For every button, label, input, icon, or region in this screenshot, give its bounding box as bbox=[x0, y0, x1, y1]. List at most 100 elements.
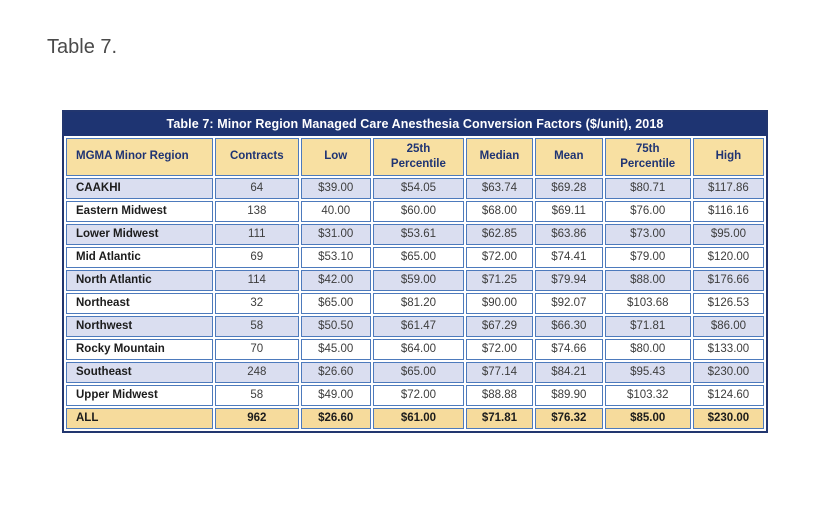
value-cell: 111 bbox=[215, 223, 299, 245]
value-cell: $90.00 bbox=[465, 292, 533, 314]
value-cell: 64 bbox=[215, 177, 299, 199]
column-header-high: High bbox=[692, 138, 764, 176]
value-cell: 69 bbox=[215, 246, 299, 268]
value-cell: 40.00 bbox=[300, 200, 371, 222]
value-cell: $60.00 bbox=[372, 200, 464, 222]
column-header-low: Low bbox=[300, 138, 371, 176]
table-row: Lower Midwest 111 $31.00 $53.61 $62.85 $63.86… bbox=[66, 223, 764, 245]
value-cell: $53.10 bbox=[300, 246, 371, 268]
value-cell: $71.25 bbox=[465, 269, 533, 291]
region-cell: Southeast bbox=[66, 361, 214, 383]
value-cell: $74.66 bbox=[534, 338, 603, 360]
value-cell: $53.61 bbox=[372, 223, 464, 245]
value-cell: 248 bbox=[215, 361, 299, 383]
value-cell: $54.05 bbox=[372, 177, 464, 199]
value-cell: $65.00 bbox=[300, 292, 371, 314]
region-cell: Rocky Mountain bbox=[66, 338, 214, 360]
value-cell: $81.20 bbox=[372, 292, 464, 314]
table-row: North Atlantic 114 $42.00 $59.00 $71.25 $79.9… bbox=[66, 269, 764, 291]
value-cell: $95.43 bbox=[604, 361, 691, 383]
table-row: CAAKHI 64 $39.00 $54.05 $63.74 $69.28 $80.71 $1… bbox=[66, 177, 764, 199]
value-cell: 58 bbox=[215, 315, 299, 337]
value-cell: $65.00 bbox=[372, 361, 464, 383]
value-cell: $126.53 bbox=[692, 292, 764, 314]
region-cell: North Atlantic bbox=[66, 269, 214, 291]
value-cell: $65.00 bbox=[372, 246, 464, 268]
header-row: MGMA Minor Region Contracts Low 25th Per… bbox=[66, 138, 764, 176]
page-heading: Table 7. bbox=[47, 36, 118, 58]
value-cell: $133.00 bbox=[692, 338, 764, 360]
value-cell: $72.00 bbox=[372, 384, 464, 406]
column-header-region: MGMA Minor Region bbox=[66, 138, 214, 176]
column-header-contracts: Contracts bbox=[215, 138, 299, 176]
table-row: Mid Atlantic 69 $53.10 $65.00 $72.00 $74.41 $7… bbox=[66, 246, 764, 268]
value-cell: $67.29 bbox=[465, 315, 533, 337]
value-cell: $26.60 bbox=[300, 361, 371, 383]
total-row: ALL 962 $26.60 $61.00 $71.81 $76.32 $85.00 $230… bbox=[66, 407, 764, 429]
region-cell: ALL bbox=[66, 407, 214, 429]
value-cell: 138 bbox=[215, 200, 299, 222]
value-cell: $230.00 bbox=[692, 407, 764, 429]
region-cell: CAAKHI bbox=[66, 177, 214, 199]
region-cell: Lower Midwest bbox=[66, 223, 214, 245]
value-cell: $73.00 bbox=[604, 223, 691, 245]
value-cell: $69.11 bbox=[534, 200, 603, 222]
value-cell: $68.00 bbox=[465, 200, 533, 222]
value-cell: $79.94 bbox=[534, 269, 603, 291]
value-cell: $86.00 bbox=[692, 315, 764, 337]
value-cell: $76.00 bbox=[604, 200, 691, 222]
table-footer: ALL 962 $26.60 $61.00 $71.81 $76.32 $85.00 $230… bbox=[66, 407, 764, 429]
value-cell: $230.00 bbox=[692, 361, 764, 383]
column-header-mean: Mean bbox=[534, 138, 603, 176]
value-cell: $95.00 bbox=[692, 223, 764, 245]
value-cell: $116.16 bbox=[692, 200, 764, 222]
value-cell: $50.50 bbox=[300, 315, 371, 337]
value-cell: $63.74 bbox=[465, 177, 533, 199]
value-cell: $124.60 bbox=[692, 384, 764, 406]
table-row: Upper Midwest 58 $49.00 $72.00 $88.88 $89.90 $… bbox=[66, 384, 764, 406]
region-cell: Upper Midwest bbox=[66, 384, 214, 406]
value-cell: $89.90 bbox=[534, 384, 603, 406]
value-cell: $61.47 bbox=[372, 315, 464, 337]
value-cell: $71.81 bbox=[465, 407, 533, 429]
value-cell: 962 bbox=[215, 407, 299, 429]
column-header-median: Median bbox=[465, 138, 533, 176]
value-cell: 58 bbox=[215, 384, 299, 406]
value-cell: $84.21 bbox=[534, 361, 603, 383]
value-cell: $92.07 bbox=[534, 292, 603, 314]
data-table: MGMA Minor Region Contracts Low 25th Per… bbox=[64, 136, 766, 431]
value-cell: $88.88 bbox=[465, 384, 533, 406]
value-cell: $80.71 bbox=[604, 177, 691, 199]
table-row: Northwest 58 $50.50 $61.47 $67.29 $66.30 $71.8… bbox=[66, 315, 764, 337]
value-cell: $66.30 bbox=[534, 315, 603, 337]
table-body: CAAKHI 64 $39.00 $54.05 $63.74 $69.28 $80.71 $1… bbox=[66, 177, 764, 406]
table-row: Rocky Mountain 70 $45.00 $64.00 $72.00 $74.66… bbox=[66, 338, 764, 360]
region-cell: Eastern Midwest bbox=[66, 200, 214, 222]
table-header: MGMA Minor Region Contracts Low 25th Per… bbox=[66, 138, 764, 176]
value-cell: $26.60 bbox=[300, 407, 371, 429]
column-header-25th-percentile: 25th Percentile bbox=[372, 138, 464, 176]
value-cell: $62.85 bbox=[465, 223, 533, 245]
value-cell: $42.00 bbox=[300, 269, 371, 291]
value-cell: $85.00 bbox=[604, 407, 691, 429]
value-cell: $71.81 bbox=[604, 315, 691, 337]
region-cell: Mid Atlantic bbox=[66, 246, 214, 268]
value-cell: $117.86 bbox=[692, 177, 764, 199]
value-cell: $64.00 bbox=[372, 338, 464, 360]
value-cell: $49.00 bbox=[300, 384, 371, 406]
table-row: Eastern Midwest 138 40.00 $60.00 $68.00 $69.1… bbox=[66, 200, 764, 222]
value-cell: $79.00 bbox=[604, 246, 691, 268]
value-cell: $31.00 bbox=[300, 223, 371, 245]
value-cell: $88.00 bbox=[604, 269, 691, 291]
region-cell: Northeast bbox=[66, 292, 214, 314]
value-cell: $103.32 bbox=[604, 384, 691, 406]
column-header-75th-percentile: 75th Percentile bbox=[604, 138, 691, 176]
table-row: Northeast 32 $65.00 $81.20 $90.00 $92.07 $103.… bbox=[66, 292, 764, 314]
table-title: Table 7: Minor Region Managed Care Anest… bbox=[64, 112, 766, 136]
value-cell: $176.66 bbox=[692, 269, 764, 291]
value-cell: $72.00 bbox=[465, 338, 533, 360]
value-cell: $77.14 bbox=[465, 361, 533, 383]
value-cell: $59.00 bbox=[372, 269, 464, 291]
value-cell: $72.00 bbox=[465, 246, 533, 268]
value-cell: $76.32 bbox=[534, 407, 603, 429]
